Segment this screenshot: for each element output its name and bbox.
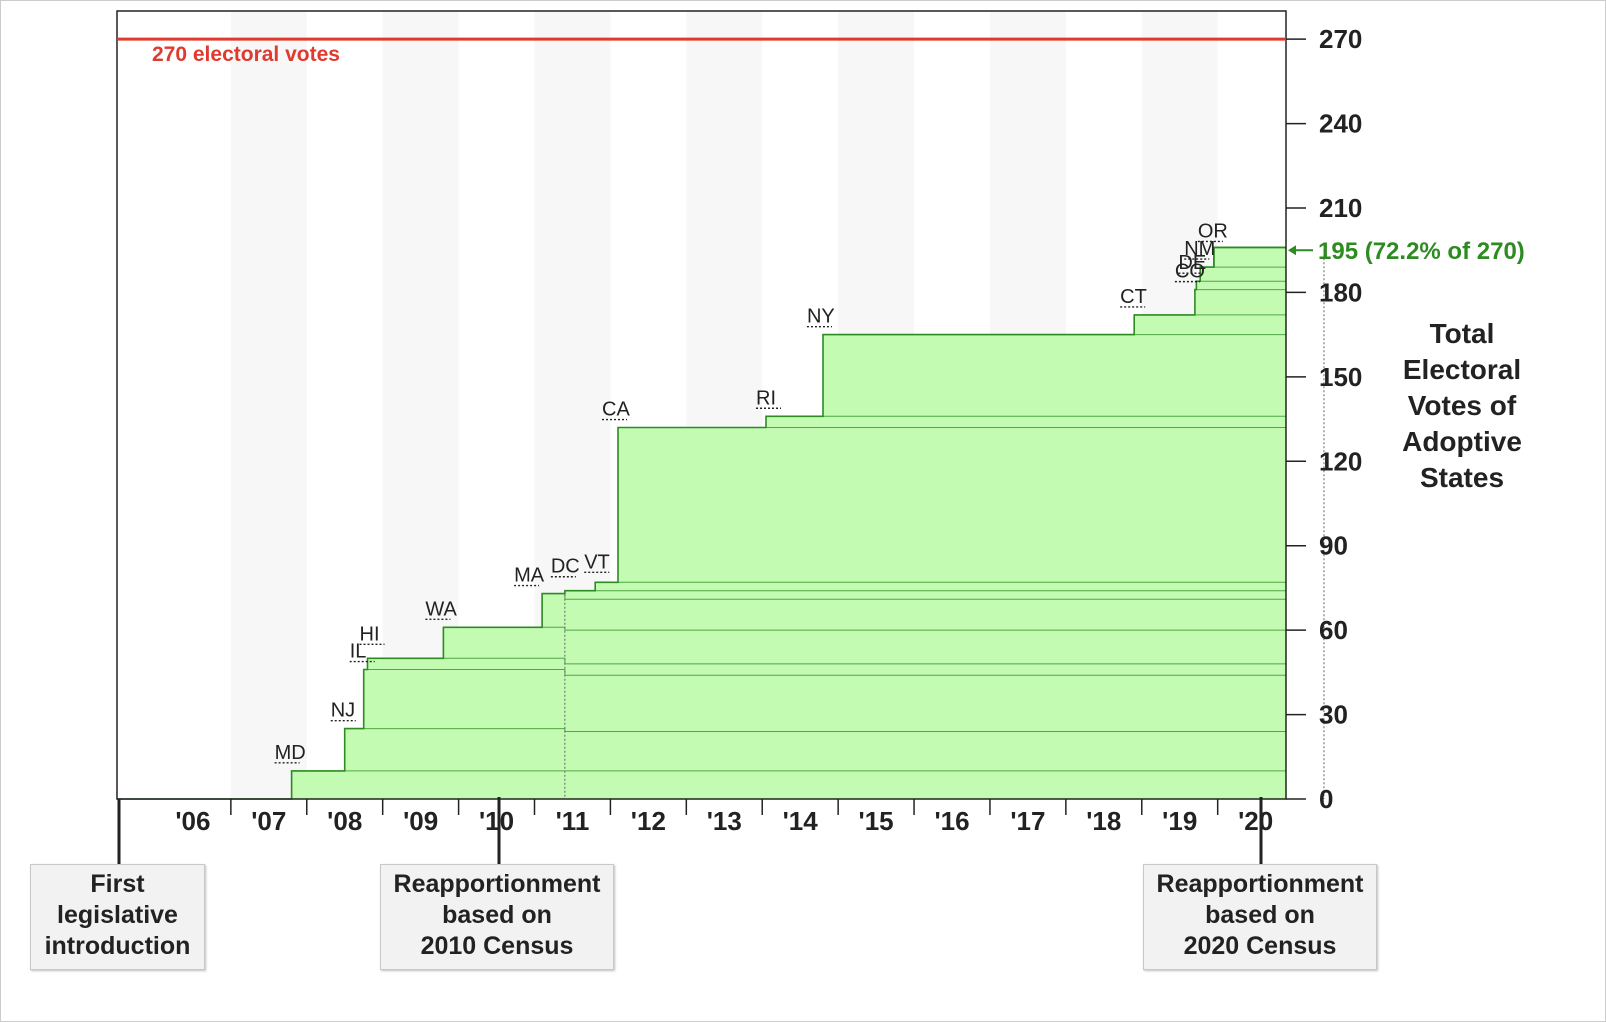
event-note-line: based on	[1205, 901, 1315, 929]
state-label-dc: DC	[551, 556, 580, 578]
state-label-or: OR	[1198, 220, 1228, 242]
current-arrow-head	[1288, 245, 1296, 256]
x-tick-label: '19	[1162, 806, 1197, 836]
series-line-il	[363, 669, 1286, 729]
state-label-hi: HI	[360, 623, 380, 645]
x-tick-label: '08	[327, 806, 362, 836]
state-label-vt: VT	[584, 551, 610, 573]
y-axis-label-line: Votes of	[1407, 390, 1517, 421]
total-line	[117, 246, 1286, 800]
series-line-nj	[344, 728, 1286, 771]
y-tick-label: 30	[1319, 700, 1348, 730]
event-note-line: Reapportionment	[393, 870, 601, 898]
state-label-wa: WA	[425, 598, 457, 620]
event-note-line: 2010 Census	[420, 932, 574, 960]
state-label-md: MD	[275, 742, 306, 764]
x-tick-label: '20	[1238, 806, 1273, 836]
y-axis-label-line: Adoptive	[1402, 426, 1522, 457]
state-label-ny: NY	[807, 306, 835, 328]
x-tick-label: '12	[631, 806, 666, 836]
series-line-wa	[442, 626, 1286, 659]
threshold-label: 270 electoral votes	[152, 43, 340, 66]
y-tick-label: 240	[1319, 109, 1362, 139]
event-note-line: Reapportionment	[1156, 870, 1364, 898]
event-note-2020-census: Reapportionment based on 2020 Census	[1143, 864, 1377, 970]
y-tick-label: 120	[1319, 446, 1362, 476]
year-band	[230, 11, 307, 799]
y-tick-label: 270	[1319, 24, 1362, 54]
x-tick-label: '10	[479, 806, 514, 836]
series-line-md	[291, 770, 1286, 799]
state-label-nj: NJ	[331, 700, 355, 722]
y-tick-label: 180	[1319, 277, 1362, 307]
x-tick-label: '06	[175, 806, 210, 836]
current-value-label: 195 (72.2% of 270)	[1318, 238, 1525, 265]
event-note-line: based on	[442, 901, 552, 929]
event-note-line: introduction	[44, 932, 191, 960]
y-tick-label: 210	[1319, 193, 1362, 223]
cumulative-area	[117, 247, 1286, 799]
x-tick-label: '17	[1010, 806, 1045, 836]
x-tick-label: '07	[251, 806, 286, 836]
y-tick-label: 150	[1319, 362, 1362, 392]
x-tick-label: '15	[859, 806, 894, 836]
y-axis-label-line: States	[1419, 462, 1505, 493]
event-note-line: legislative	[57, 901, 178, 929]
state-label-ma: MA	[514, 565, 545, 587]
series-line-hi	[367, 657, 1286, 670]
event-note-2010-census: Reapportionment based on 2010 Census	[380, 864, 614, 970]
state-label-ri: RI	[756, 387, 776, 409]
state-label-de: DE	[1178, 252, 1206, 274]
state-label-il: IL	[350, 641, 367, 663]
x-tick-label: '09	[403, 806, 438, 836]
y-tick-label: 0	[1319, 784, 1333, 814]
state-label-ca: CA	[602, 399, 630, 421]
y-tick-label: 60	[1319, 615, 1348, 645]
x-tick-label: '18	[1086, 806, 1121, 836]
state-label-co: CO	[1175, 261, 1205, 283]
y-axis-label-line: Electoral	[1402, 354, 1522, 385]
series-line-ma	[541, 593, 1286, 628]
event-note-first-introduction: First legislative introduction	[30, 864, 205, 970]
event-note-line: 2020 Census	[1183, 932, 1337, 960]
plot-border	[116, 10, 1287, 800]
y-tick-label: 90	[1319, 531, 1348, 561]
x-tick-label: '11	[556, 806, 590, 836]
x-tick-label: '16	[934, 806, 969, 836]
state-label-nm: NM	[1184, 238, 1215, 260]
y-axis-label: Total Electoral Votes of Adoptive States	[1386, 316, 1538, 496]
x-tick-label: '13	[707, 806, 742, 836]
event-note-line: First	[90, 870, 145, 898]
state-label-ct: CT	[1120, 286, 1147, 308]
x-tick-label: '14	[783, 806, 819, 836]
y-axis-label-line: Total	[1429, 318, 1495, 349]
